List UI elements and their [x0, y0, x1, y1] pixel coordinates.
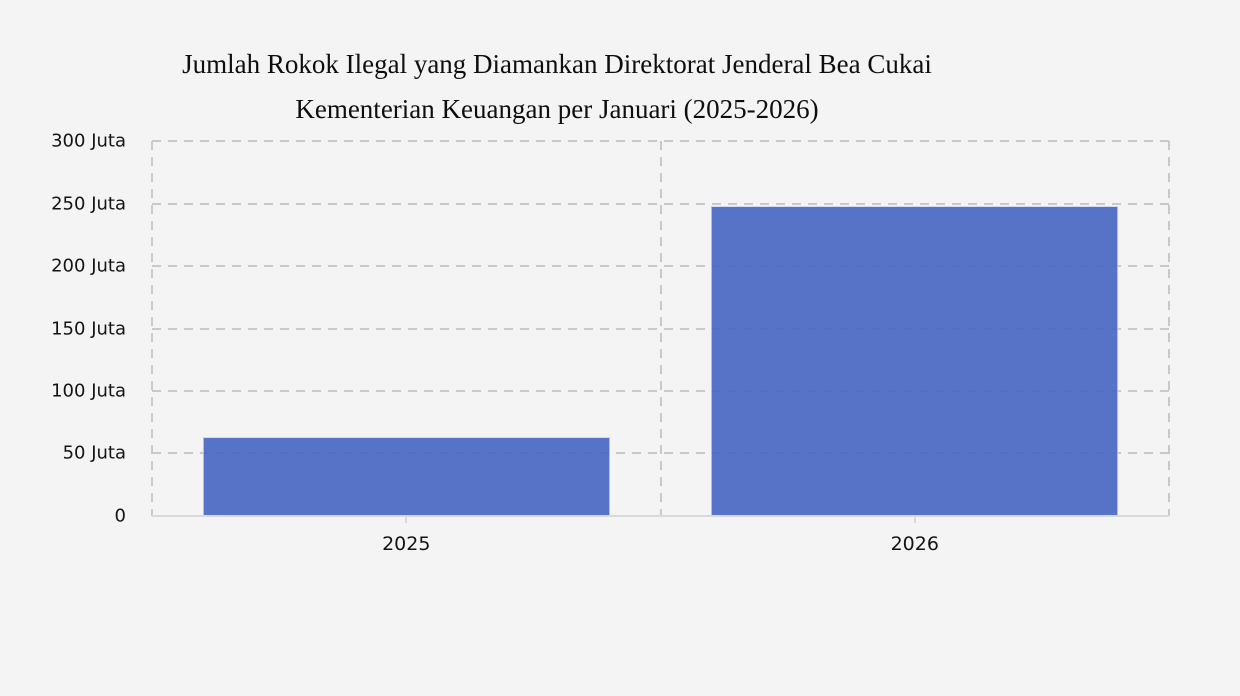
bar-2026 — [711, 206, 1119, 516]
x-tick-label-2025: 2025 — [382, 533, 431, 555]
y-tick-label-100: 100 Juta — [51, 380, 126, 402]
y-tick-label-300: 300 Juta — [51, 130, 126, 152]
category-separator-gridline — [659, 141, 662, 516]
x-tick-2025 — [405, 516, 408, 523]
x-axis-line — [152, 515, 1169, 517]
y-axis: 300 Juta 250 Juta 200 Juta 150 Juta 100 … — [0, 131, 126, 527]
bar-2025 — [202, 437, 610, 516]
plot-right-edge — [1168, 141, 1170, 516]
chart-title: Jumlah Rokok Ilegal yang Diamankan Direk… — [0, 42, 1114, 132]
x-tick-2026 — [913, 516, 916, 523]
x-tick-label-2026: 2026 — [890, 533, 939, 555]
y-tick-label-50: 50 Juta — [62, 442, 126, 464]
bar-slot-2026 — [661, 141, 1170, 516]
y-tick-label-150: 150 Juta — [51, 318, 126, 339]
y-tick-label-250: 250 Juta — [51, 193, 126, 214]
y-tick-label-0: 0 — [114, 505, 126, 527]
y-tick-label-200: 200 Juta — [51, 255, 126, 277]
plot-left-edge — [151, 141, 153, 516]
plot-area: 2025 2026 — [151, 140, 1170, 555]
chart-title-line-1: Jumlah Rokok Ilegal yang Diamankan Direk… — [182, 49, 932, 79]
bar-slot-2025 — [152, 141, 661, 516]
chart-title-line-2: Kementerian Keuangan per Januari (2025-2… — [295, 94, 819, 124]
